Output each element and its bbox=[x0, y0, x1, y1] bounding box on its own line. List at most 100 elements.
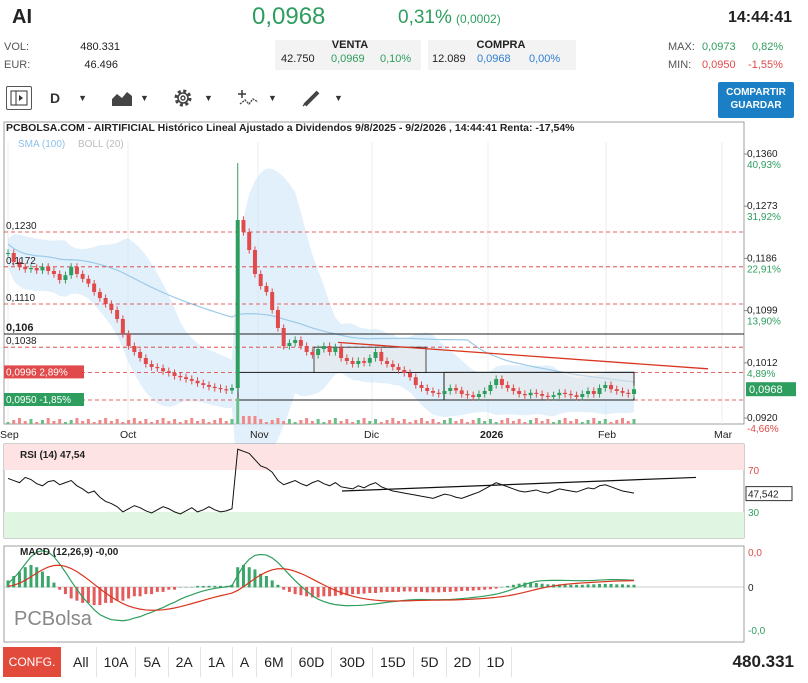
volume-bar bbox=[132, 418, 136, 424]
macd-hist-bar bbox=[184, 587, 188, 588]
macd-hist-bar bbox=[615, 584, 619, 588]
period-6m[interactable]: 6M bbox=[257, 647, 292, 677]
candle-body bbox=[304, 346, 309, 352]
period-a[interactable]: A bbox=[233, 647, 258, 677]
period-10a[interactable]: 10A bbox=[97, 647, 137, 677]
period-5a[interactable]: 5A bbox=[136, 647, 169, 677]
chevron-down-icon: ▼ bbox=[268, 93, 277, 103]
level-badge bbox=[4, 393, 84, 406]
candle-body bbox=[436, 392, 441, 394]
candle-body bbox=[603, 385, 608, 388]
volume-bar bbox=[63, 422, 67, 424]
candle-body bbox=[229, 388, 234, 391]
volume-bar bbox=[431, 419, 435, 424]
volume-bar bbox=[471, 420, 475, 424]
period-5d[interactable]: 5D bbox=[414, 647, 447, 677]
macd-hist-bar bbox=[81, 587, 85, 603]
rsi-title: RSI (14) 47,54 bbox=[20, 450, 85, 461]
period-30d[interactable]: 30D bbox=[332, 647, 374, 677]
volume-bar bbox=[437, 422, 441, 424]
macd-hist-bar bbox=[241, 565, 245, 588]
candle-body bbox=[333, 347, 338, 352]
macd-hist-bar bbox=[632, 584, 636, 588]
candle-body bbox=[264, 286, 269, 292]
bollinger-band bbox=[8, 168, 634, 496]
period-1a[interactable]: 1A bbox=[201, 647, 233, 677]
config-button[interactable]: CONFG. bbox=[3, 647, 61, 677]
period-15d[interactable]: 15D bbox=[373, 647, 414, 677]
indicators-button[interactable]: ▼ bbox=[238, 86, 277, 110]
volume-bar bbox=[345, 419, 349, 424]
volume-bar bbox=[534, 418, 538, 424]
macd-hist-bar bbox=[69, 587, 73, 599]
macd-hist-bar bbox=[115, 587, 119, 601]
sell-qty: 42.750 bbox=[281, 53, 315, 65]
macd-hist-bar bbox=[46, 576, 50, 588]
candle-body bbox=[178, 376, 183, 378]
panel-toggle-icon[interactable] bbox=[6, 86, 32, 110]
period-1d[interactable]: 1D bbox=[480, 647, 513, 677]
range-box-recent bbox=[443, 371, 635, 401]
volume-bar bbox=[322, 422, 326, 424]
candle-body bbox=[396, 367, 401, 370]
y-tick-label: 0,1012 bbox=[747, 358, 778, 369]
volume-bar bbox=[40, 420, 44, 424]
candle-body bbox=[11, 253, 16, 262]
period-60d[interactable]: 60D bbox=[292, 647, 333, 677]
macd-hist-bar bbox=[40, 571, 44, 588]
candle-body bbox=[97, 292, 102, 298]
candle-body bbox=[40, 266, 45, 271]
volume-bar bbox=[454, 421, 458, 424]
candle-body bbox=[591, 391, 596, 394]
volume-bar bbox=[488, 419, 492, 424]
volume-bar bbox=[408, 422, 412, 424]
volume-bar bbox=[500, 420, 504, 424]
volume-bar bbox=[81, 421, 85, 424]
volume-bar bbox=[69, 420, 73, 424]
volume-bar bbox=[425, 421, 429, 424]
volume-bar bbox=[127, 420, 131, 424]
macd-hist-bar bbox=[207, 585, 211, 588]
candle-body bbox=[46, 266, 51, 271]
y-tick-pct: 22,91% bbox=[747, 264, 781, 275]
min-label: MIN: bbox=[668, 59, 692, 71]
drawing-tools-button[interactable]: ▼ bbox=[302, 86, 343, 110]
chart-area[interactable]: PCBOLSA.COM - AIRTIFICIAL Histórico Line… bbox=[0, 118, 808, 644]
chart-type-button[interactable]: ▼ bbox=[112, 86, 149, 110]
macd-hist-bar bbox=[517, 583, 521, 588]
macd-hist-bar bbox=[362, 587, 366, 594]
macd-hist-bar bbox=[213, 585, 217, 588]
candle-body bbox=[184, 377, 189, 379]
volume-bar bbox=[270, 420, 274, 424]
share-save-button[interactable]: COMPARTIR GUARDAR bbox=[718, 82, 794, 118]
volume-bar bbox=[121, 422, 125, 424]
macd-hist-bar bbox=[603, 583, 607, 588]
macd-hist-bar bbox=[201, 585, 205, 588]
volume-bar bbox=[379, 422, 383, 424]
period-2d[interactable]: 2D bbox=[447, 647, 480, 677]
volume-bar bbox=[161, 418, 165, 424]
candle-body bbox=[103, 298, 108, 304]
volume-bar bbox=[339, 421, 343, 424]
candle-body bbox=[356, 361, 361, 364]
settings-button[interactable]: ▼ bbox=[172, 86, 213, 110]
period-value: D bbox=[50, 90, 61, 106]
volume-bar bbox=[46, 418, 50, 424]
chevron-down-icon: ▼ bbox=[140, 93, 149, 103]
macd-hist-bar bbox=[500, 587, 504, 588]
macd-hist-bar bbox=[236, 567, 240, 588]
period-2a[interactable]: 2A bbox=[169, 647, 201, 677]
candle-body bbox=[293, 340, 298, 343]
volume-bar bbox=[517, 419, 521, 424]
x-tick-label: Feb bbox=[598, 429, 616, 441]
candle-body bbox=[528, 392, 533, 396]
candle-body bbox=[241, 220, 246, 232]
volume-bar bbox=[184, 420, 188, 424]
candle-body bbox=[362, 361, 367, 363]
macd-hist-bar bbox=[465, 587, 469, 591]
candle-body bbox=[270, 292, 275, 310]
period-all[interactable]: All bbox=[66, 647, 97, 677]
macd-hist-bar bbox=[92, 587, 96, 606]
volume-bar bbox=[575, 419, 579, 424]
period-select[interactable]: D ▼ bbox=[50, 86, 87, 110]
